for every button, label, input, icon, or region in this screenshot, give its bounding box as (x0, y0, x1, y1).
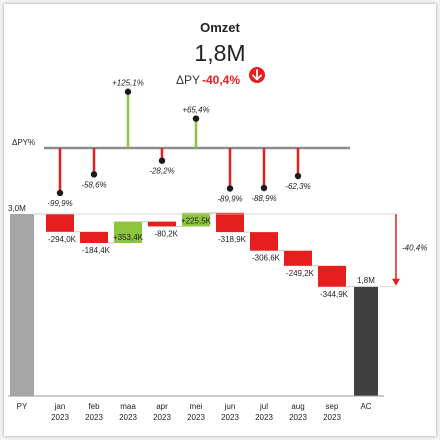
delta-bar (148, 221, 176, 227)
x-tick-month: jul (259, 402, 268, 411)
lollipop-label: +125,1% (112, 79, 144, 88)
arrow-down-circle-icon (249, 67, 265, 83)
lollipop-label: +65,4% (182, 106, 209, 115)
lollipop-dot (90, 171, 98, 178)
total-delta-arrow (392, 278, 400, 286)
x-tick-year: 2023 (255, 413, 273, 422)
x-tick-month: sep (326, 402, 339, 411)
lollipop-dot (192, 115, 200, 122)
py-bar (10, 214, 34, 396)
delta-label: -294,0K (48, 235, 77, 244)
x-tick-month: jan (54, 402, 66, 411)
lollipop-label: -62,3% (285, 182, 310, 191)
x-tick-year: 2023 (119, 413, 137, 422)
chart-card: Omzet 1,8M ΔPY -40,4% ΔPY% -99,9% -58,6% +… (4, 4, 436, 436)
delta-label: -318,9K (218, 235, 247, 244)
x-tick-label: AC (360, 402, 371, 411)
delta-label: -344,9K (320, 290, 349, 299)
delta-bar (46, 214, 74, 232)
kpi-title: Omzet (200, 20, 240, 35)
kpi-value: 1,8M (194, 40, 245, 66)
lollipop-axis-label: ΔPY% (12, 138, 35, 147)
total-delta-label: -40,4% (402, 243, 427, 252)
x-tick-year: 2023 (221, 413, 239, 422)
delta-label: +353,4K (113, 233, 144, 242)
lollipop-dot (56, 189, 64, 197)
delta-bar (284, 250, 312, 266)
x-tick-month: maa (120, 402, 136, 411)
x-tick-label: PY (17, 402, 28, 411)
lollipop-dot (260, 184, 268, 192)
lollipop-label: -99,9% (47, 199, 72, 208)
delta-bar (182, 212, 210, 227)
delta-bar (80, 231, 108, 244)
delta-bar (216, 212, 244, 233)
x-tick-year: 2023 (153, 413, 171, 422)
x-tick-year: 2023 (187, 413, 205, 422)
lollipop-label: -89,9% (217, 194, 242, 203)
waterfall-bars: 3,0M -294,0K -184,4K+353,4K -80,2K+225,5K -3… (8, 204, 427, 396)
x-tick-year: 2023 (323, 413, 341, 422)
x-tick-year: 2023 (289, 413, 307, 422)
x-tick-month: aug (291, 402, 304, 411)
lollipop-label: -28,2% (149, 167, 174, 176)
lollipop-dot (294, 172, 302, 180)
delta-bar (318, 265, 346, 287)
delta-bar (250, 232, 278, 251)
x-tick-month: mei (190, 402, 203, 411)
ac-value-label: 1,8M (357, 276, 375, 285)
py-value-label: 3,0M (8, 204, 26, 213)
x-tick-year: 2023 (51, 413, 69, 422)
kpi-delta-label: ΔPY (176, 73, 200, 87)
ac-bar (354, 286, 378, 396)
lollipop-dot (124, 88, 132, 95)
delta-label: -184,4K (82, 246, 111, 255)
lollipop-dot (226, 185, 234, 192)
lollipop-dot (158, 157, 166, 164)
kpi-delta-value: -40,4% (202, 73, 240, 87)
x-axis: PY jan 2023 feb 2023 maa 2023 apr 2023 mei 2023 jun… (8, 395, 384, 422)
lollipop-label: -58,6% (81, 180, 106, 189)
delta-label: -249,2K (286, 269, 315, 278)
delta-label: +225,5K (181, 216, 212, 225)
delta-label: -306,6K (252, 254, 281, 263)
x-tick-month: jun (224, 402, 236, 411)
x-tick-month: feb (88, 402, 100, 411)
x-tick-year: 2023 (85, 413, 103, 422)
lollipop-chart: -99,9% -58,6% +125,1% -28,2% +65,4% -89,9% -88… (44, 79, 350, 208)
waterfall-chart: Omzet 1,8M ΔPY -40,4% ΔPY% -99,9% -58,6% +… (8, 20, 427, 422)
x-tick-month: apr (156, 402, 168, 411)
lollipop-label: -88,9% (251, 194, 276, 203)
delta-bar (114, 221, 142, 244)
delta-label: -80,2K (154, 229, 178, 238)
